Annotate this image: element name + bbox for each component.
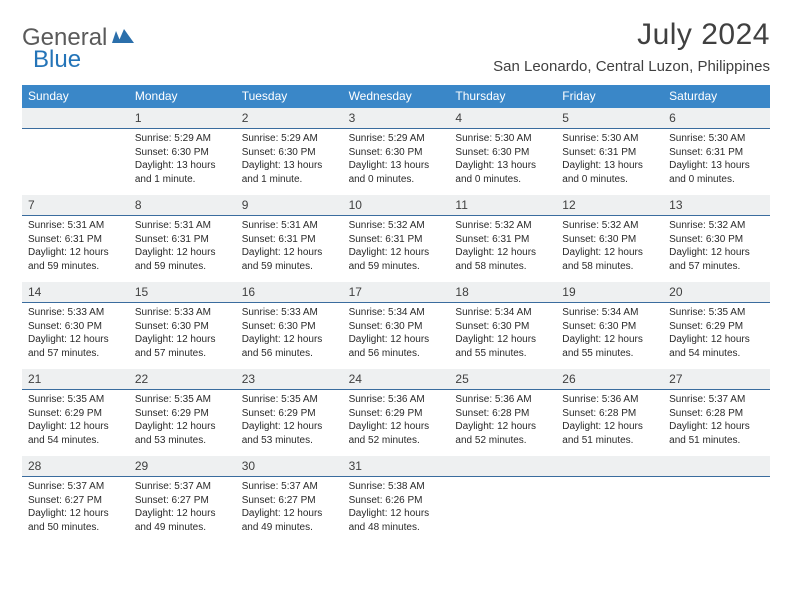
date-number: 10 <box>343 195 450 215</box>
day-cell: Sunrise: 5:33 AMSunset: 6:30 PMDaylight:… <box>129 303 236 369</box>
date-number: 15 <box>129 282 236 302</box>
day-cell: Sunrise: 5:36 AMSunset: 6:28 PMDaylight:… <box>449 390 556 456</box>
weekday-monday: Monday <box>129 85 236 108</box>
day-cell: Sunrise: 5:31 AMSunset: 6:31 PMDaylight:… <box>236 216 343 282</box>
day-cell: Sunrise: 5:30 AMSunset: 6:31 PMDaylight:… <box>663 129 770 195</box>
calendar-grid: Sunday Monday Tuesday Wednesday Thursday… <box>22 85 770 543</box>
day-cell: Sunrise: 5:37 AMSunset: 6:27 PMDaylight:… <box>22 477 129 543</box>
date-number: 2 <box>236 108 343 128</box>
date-number: 11 <box>449 195 556 215</box>
date-number: 14 <box>22 282 129 302</box>
title-block: July 2024 San Leonardo, Central Luzon, P… <box>493 18 770 75</box>
date-number <box>663 456 770 476</box>
header: General July 2024 San Leonardo, Central … <box>22 18 770 75</box>
date-number: 4 <box>449 108 556 128</box>
date-number: 25 <box>449 369 556 389</box>
day-cell: Sunrise: 5:29 AMSunset: 6:30 PMDaylight:… <box>236 129 343 195</box>
week-body-row: Sunrise: 5:29 AMSunset: 6:30 PMDaylight:… <box>22 129 770 195</box>
day-cell <box>449 477 556 543</box>
day-cell: Sunrise: 5:33 AMSunset: 6:30 PMDaylight:… <box>22 303 129 369</box>
day-cell: Sunrise: 5:31 AMSunset: 6:31 PMDaylight:… <box>129 216 236 282</box>
date-number-row: 123456 <box>22 108 770 129</box>
date-number: 6 <box>663 108 770 128</box>
week-body-row: Sunrise: 5:31 AMSunset: 6:31 PMDaylight:… <box>22 216 770 282</box>
month-title: July 2024 <box>493 18 770 52</box>
date-number: 21 <box>22 369 129 389</box>
date-number: 22 <box>129 369 236 389</box>
day-cell: Sunrise: 5:32 AMSunset: 6:30 PMDaylight:… <box>556 216 663 282</box>
date-number: 17 <box>343 282 450 302</box>
day-cell: Sunrise: 5:38 AMSunset: 6:26 PMDaylight:… <box>343 477 450 543</box>
week-body-row: Sunrise: 5:37 AMSunset: 6:27 PMDaylight:… <box>22 477 770 543</box>
date-number: 20 <box>663 282 770 302</box>
day-cell: Sunrise: 5:32 AMSunset: 6:31 PMDaylight:… <box>449 216 556 282</box>
day-cell: Sunrise: 5:37 AMSunset: 6:27 PMDaylight:… <box>236 477 343 543</box>
logo-text-blue: Blue <box>33 46 81 73</box>
date-number: 31 <box>343 456 450 476</box>
date-number: 24 <box>343 369 450 389</box>
day-cell: Sunrise: 5:36 AMSunset: 6:29 PMDaylight:… <box>343 390 450 456</box>
date-number: 23 <box>236 369 343 389</box>
day-cell: Sunrise: 5:37 AMSunset: 6:27 PMDaylight:… <box>129 477 236 543</box>
day-cell: Sunrise: 5:36 AMSunset: 6:28 PMDaylight:… <box>556 390 663 456</box>
day-cell: Sunrise: 5:30 AMSunset: 6:30 PMDaylight:… <box>449 129 556 195</box>
calendar-page: General July 2024 San Leonardo, Central … <box>0 0 792 543</box>
date-number: 18 <box>449 282 556 302</box>
date-number: 12 <box>556 195 663 215</box>
day-cell <box>22 129 129 195</box>
date-number: 26 <box>556 369 663 389</box>
day-cell: Sunrise: 5:35 AMSunset: 6:29 PMDaylight:… <box>129 390 236 456</box>
day-cell: Sunrise: 5:37 AMSunset: 6:28 PMDaylight:… <box>663 390 770 456</box>
date-number-row: 21222324252627 <box>22 369 770 390</box>
weekday-thursday: Thursday <box>449 85 556 108</box>
date-number: 16 <box>236 282 343 302</box>
day-cell: Sunrise: 5:33 AMSunset: 6:30 PMDaylight:… <box>236 303 343 369</box>
date-number <box>556 456 663 476</box>
day-cell: Sunrise: 5:34 AMSunset: 6:30 PMDaylight:… <box>449 303 556 369</box>
day-cell: Sunrise: 5:32 AMSunset: 6:31 PMDaylight:… <box>343 216 450 282</box>
day-cell: Sunrise: 5:31 AMSunset: 6:31 PMDaylight:… <box>22 216 129 282</box>
day-cell: Sunrise: 5:35 AMSunset: 6:29 PMDaylight:… <box>236 390 343 456</box>
date-number: 29 <box>129 456 236 476</box>
day-cell: Sunrise: 5:29 AMSunset: 6:30 PMDaylight:… <box>129 129 236 195</box>
day-cell <box>556 477 663 543</box>
date-number: 30 <box>236 456 343 476</box>
date-number: 28 <box>22 456 129 476</box>
weekday-header: Sunday Monday Tuesday Wednesday Thursday… <box>22 85 770 108</box>
date-number <box>22 108 129 128</box>
week-body-row: Sunrise: 5:33 AMSunset: 6:30 PMDaylight:… <box>22 303 770 369</box>
date-number: 5 <box>556 108 663 128</box>
day-cell: Sunrise: 5:34 AMSunset: 6:30 PMDaylight:… <box>556 303 663 369</box>
date-number: 8 <box>129 195 236 215</box>
date-number: 9 <box>236 195 343 215</box>
day-cell: Sunrise: 5:32 AMSunset: 6:30 PMDaylight:… <box>663 216 770 282</box>
date-number: 13 <box>663 195 770 215</box>
day-cell: Sunrise: 5:35 AMSunset: 6:29 PMDaylight:… <box>22 390 129 456</box>
flag-icon <box>112 29 134 50</box>
weekday-wednesday: Wednesday <box>343 85 450 108</box>
weekday-tuesday: Tuesday <box>236 85 343 108</box>
date-number: 1 <box>129 108 236 128</box>
date-number: 3 <box>343 108 450 128</box>
week-body-row: Sunrise: 5:35 AMSunset: 6:29 PMDaylight:… <box>22 390 770 456</box>
day-cell: Sunrise: 5:30 AMSunset: 6:31 PMDaylight:… <box>556 129 663 195</box>
date-number-row: 78910111213 <box>22 195 770 216</box>
date-number: 7 <box>22 195 129 215</box>
weekday-saturday: Saturday <box>663 85 770 108</box>
date-number: 19 <box>556 282 663 302</box>
day-cell: Sunrise: 5:34 AMSunset: 6:30 PMDaylight:… <box>343 303 450 369</box>
weeks-container: 123456Sunrise: 5:29 AMSunset: 6:30 PMDay… <box>22 108 770 543</box>
date-number-row: 14151617181920 <box>22 282 770 303</box>
date-number <box>449 456 556 476</box>
day-cell: Sunrise: 5:29 AMSunset: 6:30 PMDaylight:… <box>343 129 450 195</box>
weekday-sunday: Sunday <box>22 85 129 108</box>
location-label: San Leonardo, Central Luzon, Philippines <box>493 58 770 75</box>
day-cell: Sunrise: 5:35 AMSunset: 6:29 PMDaylight:… <box>663 303 770 369</box>
date-number-row: 28293031 <box>22 456 770 477</box>
weekday-friday: Friday <box>556 85 663 108</box>
date-number: 27 <box>663 369 770 389</box>
day-cell <box>663 477 770 543</box>
